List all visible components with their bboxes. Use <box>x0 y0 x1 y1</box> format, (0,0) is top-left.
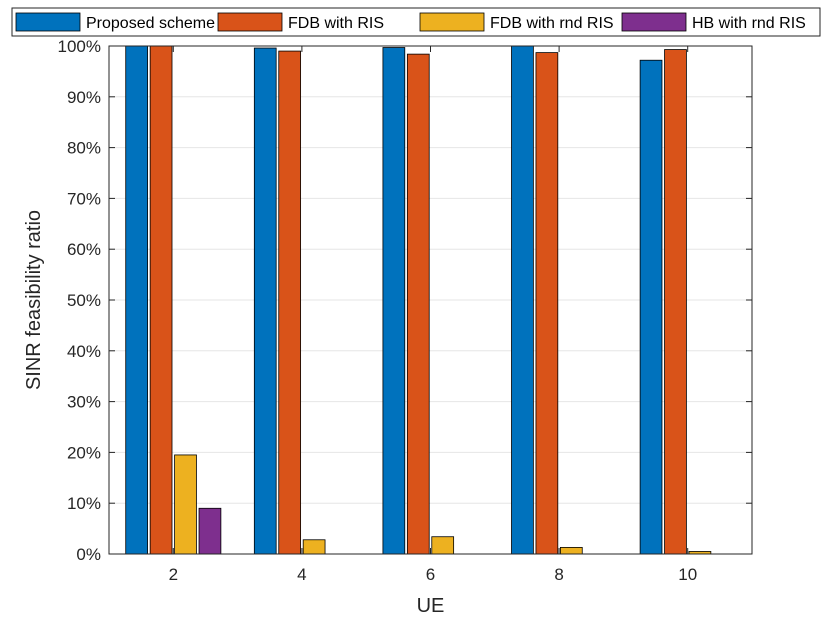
bar-fdb-with-ris-8 <box>535 52 559 555</box>
legend-label: Proposed scheme <box>86 15 215 32</box>
x-tick-label: 2 <box>169 565 178 584</box>
legend-swatch <box>419 12 485 32</box>
legend-swatch <box>621 12 687 32</box>
y-tick-label: 90% <box>67 88 101 107</box>
y-tick-label: 50% <box>67 291 101 310</box>
legend: Proposed scheme FDB with RIS FDB with rnd … <box>11 7 821 37</box>
y-tick-label: 40% <box>67 342 101 361</box>
bar-proposed-scheme-4 <box>253 47 277 555</box>
bars <box>125 45 712 555</box>
y-tick-label: 0% <box>76 545 101 564</box>
bar-fdb-with-ris-2 <box>149 45 173 555</box>
x-axis-ticks: 2 4 6 8 10 <box>169 46 697 584</box>
y-tick-label: 10% <box>67 494 101 513</box>
bar-fdb-with-rnd-ris-2 <box>174 454 197 555</box>
bar-proposed-scheme-2 <box>125 45 148 555</box>
y-tick-label: 60% <box>67 240 101 259</box>
y-tick-label: 30% <box>67 393 101 412</box>
bar-fdb-with-ris-6 <box>406 53 430 555</box>
x-axis-label: UE <box>417 595 445 617</box>
bar-fdb-with-rnd-ris-8 <box>559 546 583 555</box>
bar-fdb-with-rnd-ris-6 <box>431 536 455 555</box>
bar-proposed-scheme-8 <box>511 45 534 555</box>
x-tick-label: 6 <box>426 565 435 584</box>
bar-fdb-with-ris-10 <box>664 49 687 555</box>
y-axis-ticks: 0% 10% 20% 30% 40% 50% 60% 70% 80% 90% 100% <box>58 37 752 564</box>
legend-swatch <box>15 12 81 32</box>
bar-proposed-scheme-6 <box>382 47 406 555</box>
x-tick-label: 10 <box>678 565 697 584</box>
bar-hb-with-rnd-ris-2 <box>198 507 222 555</box>
bar-fdb-with-ris-4 <box>278 50 302 555</box>
y-tick-label: 100% <box>58 37 101 56</box>
legend-label: FDB with RIS <box>288 15 384 32</box>
y-axis-label: SINR feasibility ratio <box>23 210 45 390</box>
x-tick-label: 8 <box>554 565 563 584</box>
bar-fdb-with-rnd-ris-4 <box>302 539 326 555</box>
legend-label: FDB with rnd RIS <box>490 15 614 32</box>
legend-swatch <box>217 12 283 32</box>
legend-label: HB with rnd RIS <box>692 15 806 32</box>
y-tick-label: 80% <box>67 139 101 158</box>
bar-proposed-scheme-10 <box>639 59 663 555</box>
x-tick-label: 4 <box>297 565 306 584</box>
y-tick-label: 20% <box>67 443 101 462</box>
y-tick-label: 70% <box>67 189 101 208</box>
grid-lines <box>109 96 752 504</box>
